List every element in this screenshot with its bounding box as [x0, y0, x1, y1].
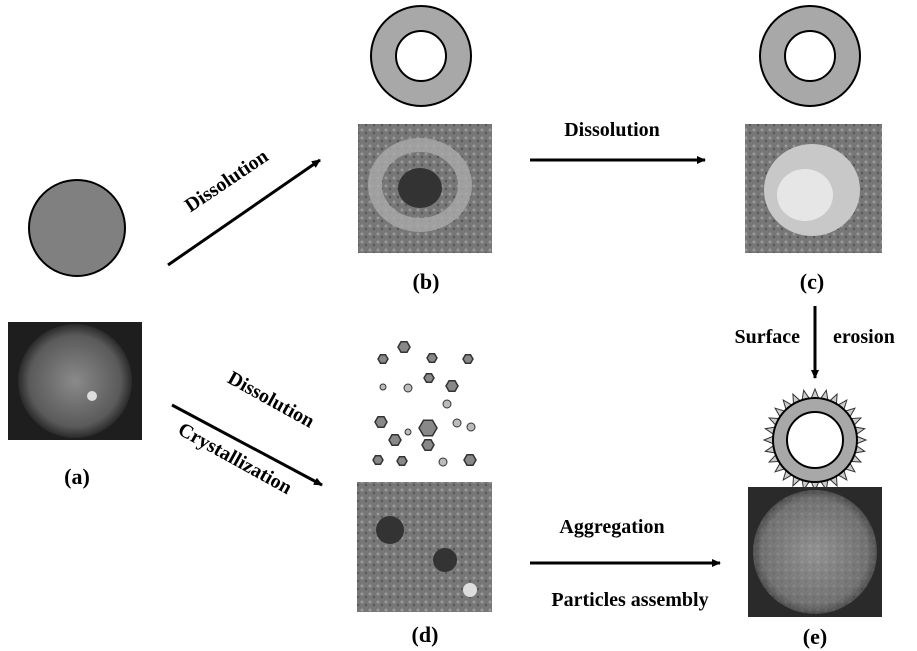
- hexagon: [427, 354, 437, 363]
- small-particle: [405, 429, 411, 435]
- arrow-label: Dissolution: [564, 119, 660, 141]
- arrow-label: erosion: [833, 326, 895, 348]
- panel-label: (d): [412, 622, 439, 647]
- hexagon: [398, 342, 410, 352]
- arrow-label: Particles assembly: [551, 589, 708, 611]
- hexagon: [446, 381, 458, 391]
- panel-label: (b): [413, 269, 440, 294]
- arrow-label: Aggregation: [559, 516, 664, 538]
- panel-label: (e): [803, 624, 827, 649]
- arrow-label: Crystallization: [174, 418, 295, 499]
- ring-hole: [787, 412, 843, 468]
- panel-label: (c): [800, 269, 824, 294]
- small-particle: [380, 384, 386, 390]
- sem-image-d: [357, 482, 492, 612]
- hexagon: [424, 374, 434, 383]
- hexagon: [464, 455, 476, 465]
- hexagon: [419, 420, 437, 436]
- sem-image-e: [748, 487, 882, 617]
- diagram: (a) Dissolution (b) Dissolution (c) Surf…: [0, 0, 917, 651]
- small-particle: [439, 458, 447, 466]
- small-particle: [467, 423, 475, 431]
- hexagon: [389, 435, 401, 445]
- hexagon: [463, 355, 473, 364]
- ring-hole: [396, 31, 446, 81]
- hexagon: [378, 355, 388, 364]
- hexagon: [373, 456, 383, 465]
- sem-image-b: [358, 124, 492, 253]
- hexagon: [422, 440, 434, 450]
- hexagon: [397, 457, 407, 466]
- arrow-label: Surface: [734, 326, 800, 348]
- hexagon: [375, 417, 387, 427]
- panel-label: (a): [64, 464, 90, 489]
- crystal-particles: [373, 342, 476, 466]
- ring-hole: [785, 31, 835, 81]
- small-particle: [453, 419, 461, 427]
- sem-image-c: [745, 124, 882, 253]
- arrow-label: Dissolution: [181, 145, 273, 217]
- arrow-label: Dissolution: [224, 367, 318, 433]
- small-particle: [404, 384, 412, 392]
- small-particle: [443, 400, 451, 408]
- sem-image-a: [8, 322, 142, 440]
- solid-sphere: [29, 180, 125, 276]
